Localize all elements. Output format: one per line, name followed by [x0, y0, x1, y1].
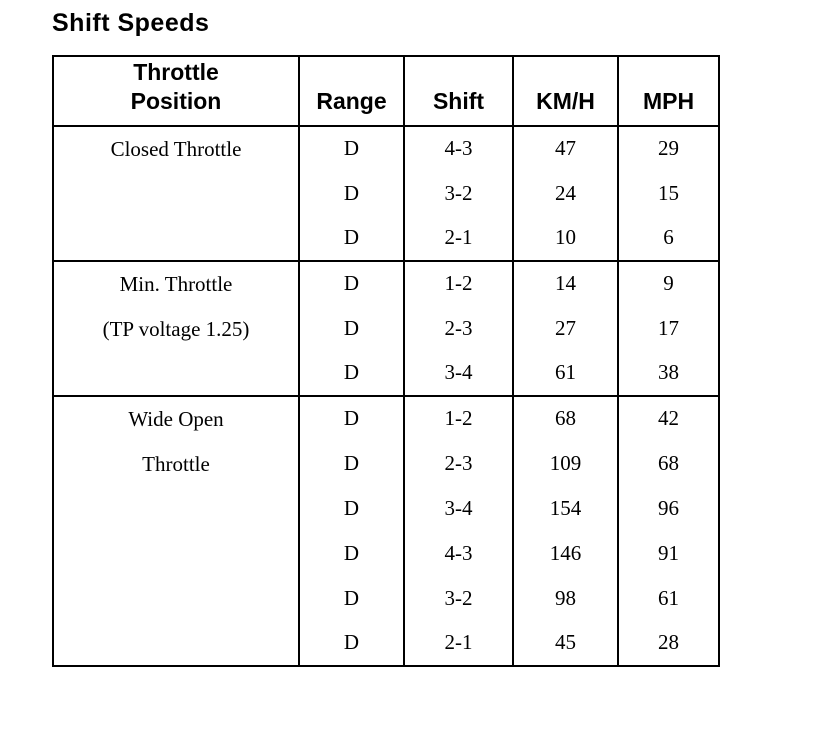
mph-cell: 42 [617, 395, 720, 441]
range-cell: D [298, 440, 405, 486]
shift-cell: 2-3 [403, 440, 514, 486]
range-cell: D [298, 350, 405, 396]
mph-cell: 96 [617, 485, 720, 531]
page-title: Shift Speeds [52, 9, 210, 37]
mph-cell: 15 [617, 170, 720, 216]
shift-cell: 2-1 [403, 620, 514, 666]
table-row: D 3-2 24 15 [53, 170, 720, 216]
range-cell: D [298, 395, 405, 441]
kmh-cell: 109 [512, 440, 619, 486]
range-cell: D [298, 125, 405, 171]
mph-cell: 6 [617, 215, 720, 261]
table-header-cell: Throttle Position [52, 54, 300, 127]
shift-cell: 4-3 [403, 530, 514, 576]
kmh-cell: 47 [512, 125, 619, 171]
kmh-cell: 154 [512, 485, 619, 531]
mph-cell: 91 [617, 530, 720, 576]
table-row: D 4-3 146 91 [53, 530, 720, 576]
mph-cell: 38 [617, 350, 720, 396]
range-cell: D [298, 620, 405, 666]
range-cell: D [298, 215, 405, 261]
table-row: D 3-4 61 38 [53, 350, 720, 396]
shift-cell: 1-2 [403, 260, 514, 306]
table-header-row: Throttle Position Range Shift KM/H MPH [52, 54, 720, 127]
table-row: D 2-1 45 28 [53, 620, 720, 666]
kmh-cell: 27 [512, 305, 619, 351]
table-header: Throttle Position Range Shift KM/H MPH [52, 54, 720, 127]
throttle-position-line: (TP voltage 1.25) [102, 316, 250, 341]
range-cell: D [298, 575, 405, 621]
mph-cell: 29 [617, 125, 720, 171]
shift-cell: 1-2 [403, 395, 514, 441]
kmh-cell: 68 [512, 395, 619, 441]
kmh-cell: 61 [512, 350, 619, 396]
document-page: Shift Speeds Throttle Position Range Shift… [52, 9, 720, 667]
table-row: Min. Throttle (TP voltage 1.25) D 1-2 14 9 [52, 260, 720, 396]
table-row: D 2-3 109 68 [53, 440, 720, 486]
table-header-cell: Shift [403, 54, 514, 127]
table-row: Wide Open Throttle D 1-2 68 42 [52, 395, 720, 666]
table-header-cell: KM/H [512, 54, 619, 127]
table-row: D 2-1 10 6 [53, 215, 720, 261]
kmh-cell: 45 [512, 620, 619, 666]
kmh-cell: 24 [512, 170, 619, 216]
table-section: Min. Throttle (TP voltage 1.25) D 1-2 14 9 D 2-… [52, 260, 720, 396]
throttle-position-line: Wide Open [128, 406, 224, 431]
kmh-cell: 10 [512, 215, 619, 261]
table-section: Closed Throttle D 4-3 47 29 D 3-2 24 15 D 2-1 10 6 [52, 125, 720, 261]
mph-cell: 61 [617, 575, 720, 621]
throttle-position-cell: Wide Open Throttle [52, 395, 300, 666]
table-row: Closed Throttle D 4-3 47 29 [52, 125, 720, 261]
kmh-cell: 14 [512, 260, 619, 306]
mph-cell: 17 [617, 305, 720, 351]
throttle-position-cell: Min. Throttle (TP voltage 1.25) [52, 260, 300, 396]
kmh-cell: 146 [512, 530, 619, 576]
shift-cell: 3-4 [403, 485, 514, 531]
mph-cell: 9 [617, 260, 720, 306]
range-cell: D [298, 170, 405, 216]
range-cell: D [298, 530, 405, 576]
shift-cell: 2-3 [403, 305, 514, 351]
mph-cell: 28 [617, 620, 720, 666]
throttle-position-cell: Closed Throttle [52, 125, 300, 261]
table-row: D 3-2 98 61 [53, 575, 720, 621]
shift-speeds-table: Throttle Position Range Shift KM/H MPH Close… [52, 54, 720, 667]
throttle-position-line: Closed Throttle [110, 136, 242, 161]
shift-cell: 3-2 [403, 170, 514, 216]
table-header-cell: MPH [617, 54, 720, 127]
range-cell: D [298, 260, 405, 306]
throttle-position-line: Throttle [142, 451, 210, 476]
table-row: D 3-4 154 96 [53, 485, 720, 531]
table-section: Wide Open Throttle D 1-2 68 42 D 2-3 109 68 D 3-4 15… [52, 395, 720, 666]
shift-cell: 3-4 [403, 350, 514, 396]
table-header-cell: Range [298, 54, 405, 127]
throttle-position-line: Min. Throttle [119, 271, 233, 296]
shift-cell: 4-3 [403, 125, 514, 171]
range-cell: D [298, 305, 405, 351]
table-row: D 2-3 27 17 [53, 305, 720, 351]
shift-cell: 2-1 [403, 215, 514, 261]
kmh-cell: 98 [512, 575, 619, 621]
shift-cell: 3-2 [403, 575, 514, 621]
range-cell: D [298, 485, 405, 531]
mph-cell: 68 [617, 440, 720, 486]
